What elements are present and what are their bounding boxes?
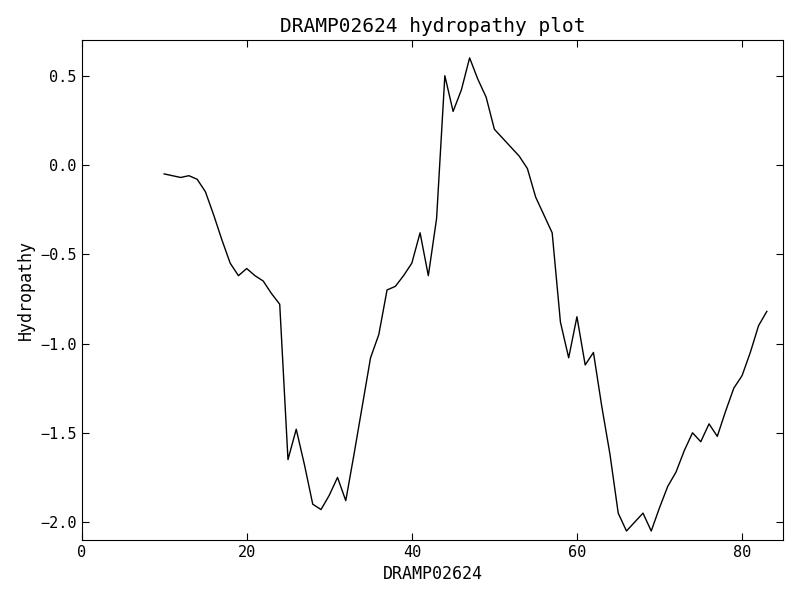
- Y-axis label: Hydropathy: Hydropathy: [17, 240, 34, 340]
- X-axis label: DRAMP02624: DRAMP02624: [382, 565, 482, 583]
- Title: DRAMP02624 hydropathy plot: DRAMP02624 hydropathy plot: [280, 17, 586, 35]
